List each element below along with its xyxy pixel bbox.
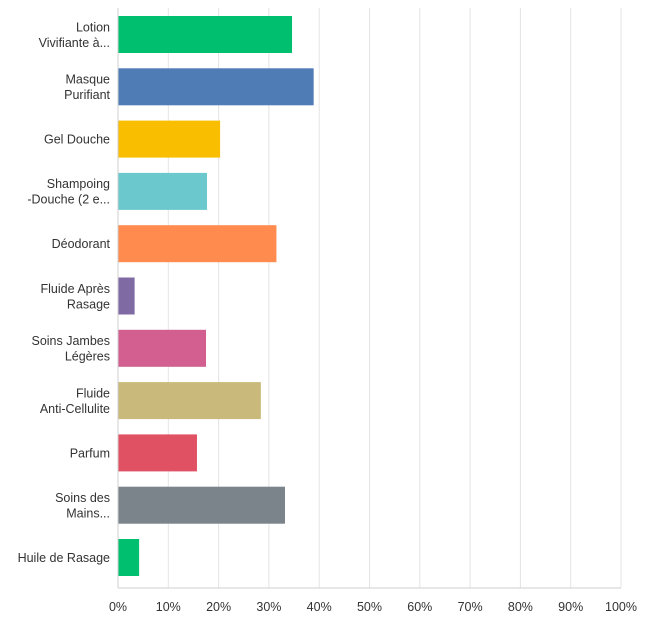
bar	[118, 16, 293, 53]
x-tick-labels: 0% 10% 20% 30% 40% 50% 60% 70% 80% 90% 100%	[109, 600, 637, 614]
category-label: Soins des Mains...	[55, 491, 110, 521]
category-labels: Lotion Vivifiante à... Masque Purifiant Gel …	[18, 20, 111, 565]
x-tick-label: 30%	[256, 600, 281, 614]
category-label: Déodorant	[52, 237, 111, 251]
category-label: Parfum	[70, 446, 110, 460]
axes	[117, 8, 621, 589]
x-tick-label: 20%	[206, 600, 231, 614]
category-label: Gel Douche	[44, 133, 110, 147]
category-label: Shampoing -Douche (2 e...	[27, 177, 110, 207]
x-tick-label: 0%	[109, 600, 127, 614]
bar	[118, 120, 221, 158]
category-label: Huile de Rasage	[18, 551, 110, 565]
bar	[118, 329, 207, 367]
x-tick-label: 40%	[307, 600, 332, 614]
bar	[118, 172, 208, 210]
category-label: Soins Jambes Légères	[31, 334, 110, 364]
x-tick-label: 90%	[558, 600, 583, 614]
bar	[118, 382, 261, 420]
bar	[118, 225, 277, 263]
bar	[118, 539, 140, 576]
category-label: Fluide Après Rasage	[41, 282, 111, 312]
bar	[118, 68, 314, 106]
category-label: Lotion Vivifiante à...	[39, 20, 110, 50]
bar	[118, 277, 135, 315]
category-label: Masque Purifiant	[64, 73, 110, 103]
x-tick-label: 60%	[407, 600, 432, 614]
bar	[118, 486, 285, 524]
bars	[118, 16, 314, 576]
x-tick-label: 50%	[357, 600, 382, 614]
category-label: Fluide Anti-Cellulite	[40, 386, 110, 416]
x-tick-label: 10%	[156, 600, 181, 614]
x-tick-label: 100%	[605, 600, 637, 614]
x-tick-label: 70%	[458, 600, 483, 614]
bar	[118, 434, 197, 472]
x-tick-label: 80%	[508, 600, 533, 614]
